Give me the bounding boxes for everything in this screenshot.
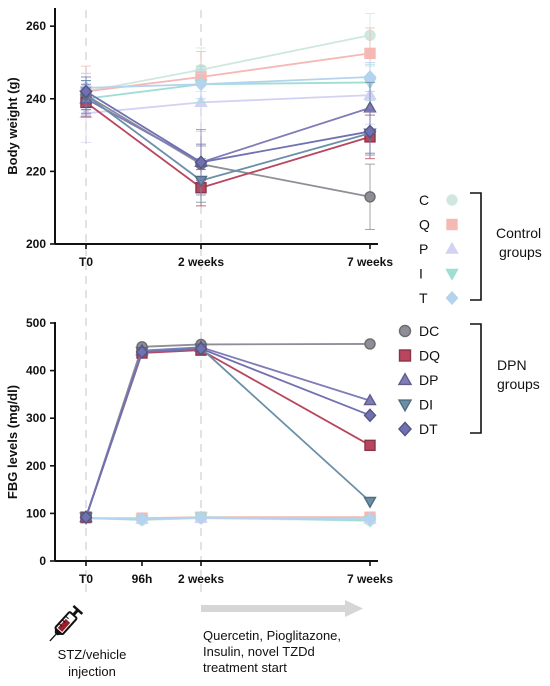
legend-marker-I: [445, 268, 459, 281]
legend-marker-Q: [446, 218, 458, 231]
bottom-series-T: [79, 510, 377, 527]
bottom-x-tick-label: 96h: [132, 572, 153, 586]
top-point-DT: [194, 155, 208, 170]
top-x-tick-label: T0: [79, 255, 93, 269]
bottom-x-tick-label: 2 weeks: [178, 572, 224, 586]
legend-dpn-groups: DC DQ DP DI DT: [397, 323, 440, 437]
legend-label-DP: DP: [419, 372, 438, 388]
bottom-point-DT: [135, 345, 149, 360]
legend-label-C: C: [419, 192, 429, 208]
top-series-DT: [79, 76, 377, 181]
control-bracket: [470, 192, 482, 301]
dpn-groups-label-2: groups: [497, 376, 540, 392]
top-point-DC: [364, 191, 376, 203]
legend-label-P: P: [419, 241, 428, 257]
top-y-tick-label: 220: [26, 164, 46, 178]
top-line-DP: [85, 97, 371, 164]
treatment-label-3: treatment start: [203, 660, 287, 675]
top-point-DT: [363, 124, 377, 139]
top-point-T: [194, 77, 208, 92]
top-series-DI: [79, 80, 377, 203]
top-x-tick-label: 7 weeks: [347, 255, 393, 269]
legend-label-DT: DT: [419, 421, 438, 437]
bottom-point-DT: [363, 408, 377, 423]
bottom-point-DT: [79, 510, 93, 525]
top-series-DC: [80, 80, 376, 230]
bottom-series-DT: [79, 341, 377, 525]
top-series-DQ: [80, 87, 376, 207]
bottom-series-DC: [80, 338, 376, 523]
legend-label-Q: Q: [419, 217, 430, 233]
bottom-point-T: [135, 512, 149, 527]
bottom-line-DC: [85, 343, 371, 518]
top-line-DI: [85, 94, 371, 182]
injection-label-2: injection: [68, 664, 116, 679]
bottom-point-T: [363, 512, 377, 527]
bottom-y-tick-label: 500: [26, 316, 46, 330]
top-x-tick-label: 2 weeks: [178, 255, 224, 269]
legend-marker-DI: [397, 399, 413, 413]
legend-marker-P: [445, 241, 459, 254]
bottom-point-DI: [363, 496, 377, 509]
treatment-label-2: Insulin, novel TZDd: [203, 644, 315, 659]
legend-label-DI: DI: [419, 397, 433, 413]
bottom-x-tick-label: 7 weeks: [347, 572, 393, 586]
top-y-tick-label: 240: [26, 92, 46, 106]
treatment-label-1: Quercetin, Pioglitazone,: [203, 628, 341, 643]
body-weight-chart: 200 220 240 260 T0 2 weeks 7 weeks Body weigh…: [5, 8, 393, 269]
legend-marker-C: [446, 194, 458, 206]
bottom-line-T: [85, 516, 371, 521]
top-series-Q: [80, 27, 376, 118]
legend-marker-DT: [398, 421, 412, 437]
bottom-y-tick-label: 100: [26, 506, 46, 520]
top-y-axis-title: Body weight (g): [5, 77, 20, 175]
bottom-series-DI: [79, 343, 377, 525]
top-line-P: [85, 94, 371, 115]
bottom-line-DI: [85, 347, 371, 518]
bottom-series-DP: [79, 340, 377, 522]
syringe-icon: [49, 605, 84, 642]
legend-label-I: I: [419, 266, 423, 282]
legend-label-T: T: [419, 290, 428, 306]
legend-marker-DP: [397, 372, 413, 386]
top-y-tick-label: 200: [26, 237, 46, 251]
dpn-groups-label-1: DPN: [497, 357, 527, 373]
top-y-tick-label: 260: [26, 19, 46, 33]
legend-label-DC: DC: [419, 323, 439, 339]
legend-marker-T: [445, 290, 459, 306]
bottom-x-tick-label: T0: [79, 572, 93, 586]
top-series-C: [80, 12, 376, 111]
dpn-bracket: [470, 323, 482, 434]
fbg-chart: 0 100 200 300 400 500 T0 96h 2 weeks 7 weeks FBG…: [5, 316, 393, 586]
bottom-line-DQ: [85, 349, 371, 518]
control-groups-label-2: groups: [499, 244, 542, 260]
bottom-y-tick-label: 200: [26, 459, 46, 473]
bottom-point-DC: [364, 338, 376, 350]
injection-label-1: STZ/vehicle: [58, 647, 127, 662]
bottom-y-tick-label: 400: [26, 364, 46, 378]
legend-label-DQ: DQ: [419, 348, 440, 364]
bottom-y-tick-label: 0: [39, 554, 46, 568]
top-point-Q: [364, 47, 376, 60]
control-groups-label-1: Control: [496, 225, 541, 241]
treatment-arrow: [201, 600, 363, 617]
bottom-point-DT: [194, 341, 208, 356]
bottom-line-DT: [85, 347, 371, 518]
bottom-y-tick-label: 300: [26, 411, 46, 425]
bottom-point-DQ: [364, 439, 376, 452]
legend-marker-DQ: [398, 349, 412, 362]
legend-marker-DC: [398, 324, 412, 338]
bottom-y-axis-title: FBG levels (mg/dl): [5, 385, 20, 499]
bottom-point-DP: [363, 393, 377, 406]
bottom-point-T: [194, 510, 208, 525]
top-point-DT: [79, 84, 93, 99]
bottom-series-I: [79, 512, 377, 528]
